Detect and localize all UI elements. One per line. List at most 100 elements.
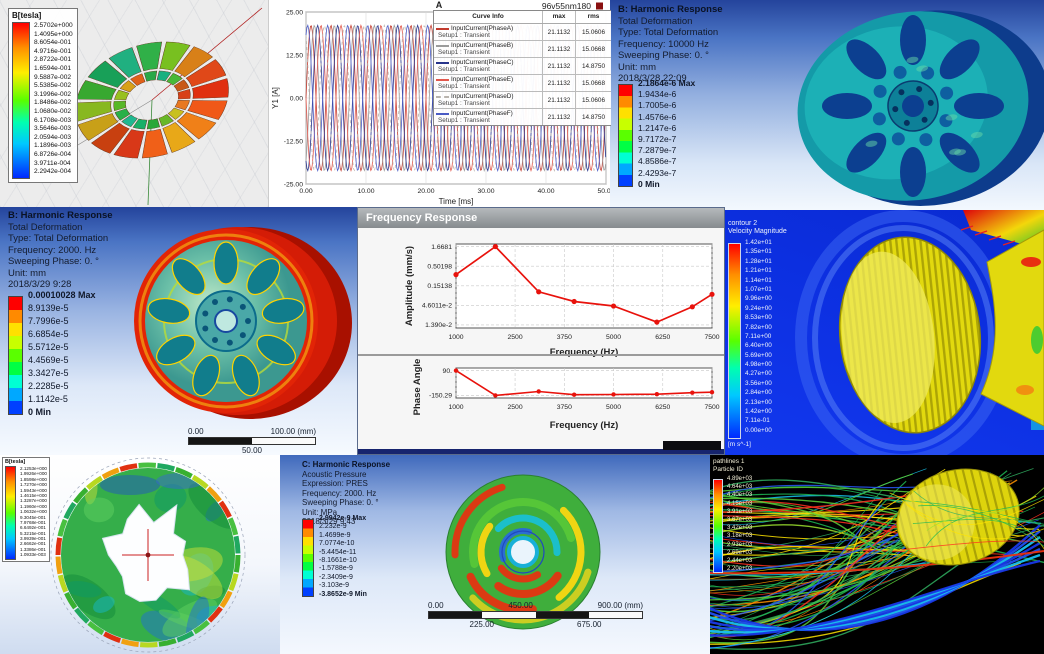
- legend-value: 1.0680e-002: [34, 107, 72, 115]
- legend-value: 3.9711e-004: [34, 159, 71, 167]
- legend-value: 6.8726e-004: [34, 150, 72, 158]
- legend-value: 2.232e-9: [319, 523, 347, 531]
- legend-value: -8.1661e-10: [319, 556, 357, 564]
- svg-text:2500: 2500: [508, 334, 523, 341]
- curve-info-table: Curve Info max rms InputCurrent(PhaseA) Setu…: [433, 10, 611, 126]
- legend-value: 1.4699e-9: [319, 531, 351, 539]
- window-title: Frequency Response: [366, 212, 478, 224]
- scale-bar: 0.00 450.00 900.00 (mm) 225.00 675.00: [428, 601, 643, 629]
- legend-value: 1.8486e-002: [34, 99, 72, 107]
- curve-row: InputCurrent(PhaseE) Setup1 : Transient 21…: [434, 75, 611, 92]
- legend-values: 4.89e+03 4.64e+03 4.40e+03 4.15e+03 3.91e+03…: [727, 475, 752, 573]
- scale-bar-segments: [188, 437, 316, 445]
- annotation-line: Unit: mm: [8, 267, 46, 279]
- legend-title: B[tesla]: [12, 11, 42, 20]
- svg-text:1.390e-2: 1.390e-2: [425, 322, 452, 329]
- legend-value: -2.3409e-9: [319, 573, 353, 581]
- legend-value: 9.3045e-001: [20, 514, 46, 520]
- svg-text:6250: 6250: [655, 334, 670, 341]
- svg-text:3750: 3750: [557, 334, 572, 341]
- annotation-line: Unit: mm: [618, 61, 656, 73]
- curve-swatch: [436, 112, 449, 115]
- legend-title-line: Particle ID: [713, 465, 743, 473]
- annotation-line: Total Deformation: [618, 15, 693, 27]
- legend-value: 7.11e-01: [745, 417, 770, 425]
- svg-text:25.00: 25.00: [286, 9, 303, 16]
- legend-value: 2.4293e-7: [638, 167, 677, 178]
- legend-value: 2.2285e-5: [28, 381, 69, 391]
- svg-text:40.00: 40.00: [537, 188, 554, 195]
- annotation-line: Expression: PRES: [302, 479, 368, 488]
- particle-id-legend: pathlines 1 Particle ID 4.89e+03 4.64e+03 4…: [713, 458, 752, 574]
- legend-value: 2.2942e-004: [34, 168, 72, 176]
- curve-row: InputCurrent(PhaseD) Setup1 : Transient 21…: [434, 92, 611, 109]
- svg-text:7500: 7500: [704, 404, 719, 411]
- legend-value: 4.9716e-001: [34, 47, 72, 55]
- legend-value: 2.13e+00: [745, 398, 772, 406]
- annotation-line: Sweeping Phase: 0. °: [302, 498, 379, 507]
- pressure-legend: 2.9942e-9 Max 2.232e-9 1.4699e-9 7.0774e-10…: [302, 515, 367, 599]
- legend-value: 3.5646e-003: [34, 125, 72, 133]
- legend-value: 1.0632e+000: [20, 509, 47, 515]
- legend-colorbar: [5, 466, 16, 560]
- result-annotation: C: Harmonic Response Acoustic Pressure Exp…: [302, 460, 390, 527]
- svg-text:1000: 1000: [448, 404, 463, 411]
- svg-text:30.00: 30.00: [477, 188, 494, 195]
- legend-value: 4.4569e-5: [28, 355, 69, 365]
- legend-value: 1.9434e-6: [638, 89, 677, 100]
- legend-value: 2.1253e+000: [20, 466, 47, 471]
- legend-value: 8.6054e-001: [34, 39, 72, 47]
- svg-text:0.50198: 0.50198: [427, 264, 452, 271]
- legend-values: 2.9942e-9 Max 2.232e-9 1.4699e-9 7.0774e-10…: [319, 515, 367, 599]
- phase-frequency-chart: 1000 2500 3750 5000 6250 7500 90. -150.29 Phase …: [412, 359, 720, 431]
- legend-value: -3.103e-9: [319, 582, 349, 590]
- legend-values: 2.1253e+000 1.9926e+000 1.8598e+000 1.7270e…: [20, 466, 47, 560]
- flywheel-deformation-model: [797, 10, 1044, 206]
- legend-value: 1.35e+01: [745, 248, 772, 256]
- svg-text:6250: 6250: [655, 404, 670, 411]
- legend-value: 7.82e+00: [745, 323, 772, 331]
- window-titlebar[interactable]: Frequency Response: [358, 208, 724, 228]
- legend-value: 1.28e+01: [745, 257, 772, 265]
- window-resize-area[interactable]: [663, 441, 721, 450]
- result-annotation: B: Harmonic Response Total Deformation Typ…: [618, 4, 723, 85]
- table-header: rms: [575, 11, 611, 23]
- legend-value: 4.15e+03: [727, 500, 753, 507]
- legend-value: 3.3427e-5: [28, 368, 69, 378]
- legend-value: 8.9139e-5: [28, 303, 69, 313]
- legend-values: 0.00010028 Max 8.9139e-5 7.7996e-5 6.6854e-…: [28, 289, 96, 419]
- legend-title-line: contour 2: [728, 220, 758, 227]
- scale-bar-segments: [428, 611, 643, 619]
- curve-swatch: [436, 78, 449, 81]
- legend-value: 1.8598e+000: [20, 476, 47, 482]
- legend-value: 6.6854e-5: [28, 329, 69, 339]
- harmonic-response-panel-10000hz: B: Harmonic Response Total Deformation Typ…: [610, 0, 1044, 210]
- legend-value: 1.6594e-001: [34, 64, 72, 72]
- scale-bar: 0.00 100.00 (mm) 50.00: [188, 427, 316, 455]
- svg-text:-25.00: -25.00: [284, 181, 303, 188]
- svg-text:10.00: 10.00: [357, 188, 374, 195]
- window-bottom-edge: [358, 449, 724, 454]
- annotation-line: Frequency: 2000. Hz: [8, 244, 97, 256]
- transient-current-plot-panel: 0.00 10.00 20.00 30.00 40.00 50.00 25.00 12.50 0…: [268, 0, 611, 207]
- legend-value: 1.4095e+000: [34, 30, 73, 38]
- scale-label-start: 0.00: [428, 601, 444, 610]
- b-field-legend: B[tesla] 2.5702e+000 1.4095e+000 8.6054e-0…: [8, 8, 78, 183]
- legend-value: 1.1960e+000: [20, 503, 47, 509]
- svg-text:12.50: 12.50: [286, 52, 303, 59]
- deformation-legend: 2.1864e-6 Max 1.9434e-6 1.7005e-6 1.4576e-6…: [618, 78, 695, 190]
- legend-value: 2.5702e+000: [34, 22, 73, 29]
- svg-text:7500: 7500: [704, 334, 719, 341]
- curve-row: InputCurrent(PhaseB) Setup1 : Transient 21…: [434, 41, 611, 58]
- legend-value: 6.6492e-001: [20, 525, 46, 531]
- legend-value: 5.5385e-002: [34, 82, 72, 90]
- legend-value: 9.96e+00: [745, 295, 772, 303]
- legend-value: 9.24e+00: [745, 304, 772, 312]
- legend-colorbar: [12, 22, 30, 179]
- annotation-line: 2018/3/29 9:28: [8, 279, 72, 290]
- svg-text:-150.29: -150.29: [429, 393, 452, 400]
- legend-value: 3.42e+03: [727, 525, 753, 532]
- legend-value: 1.42e+00: [745, 408, 772, 416]
- legend-value: 2.8722e-001: [34, 56, 72, 64]
